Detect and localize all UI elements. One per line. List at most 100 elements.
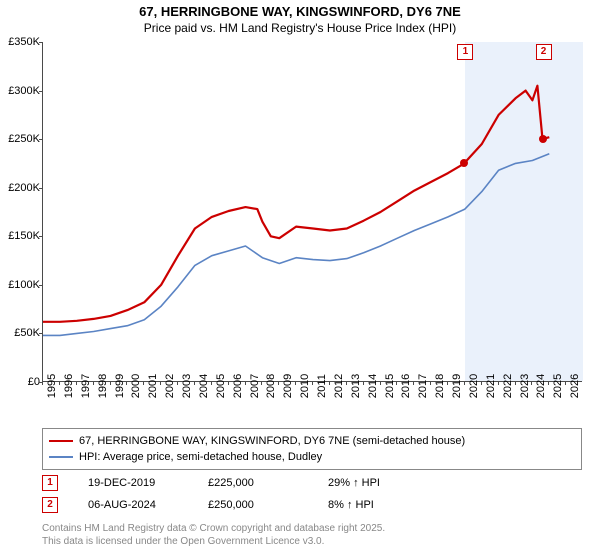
sale-vs-hpi: 8% ↑ HPI [328, 499, 448, 511]
x-tick-mark [194, 382, 195, 385]
x-tick-label: 2014 [367, 374, 379, 398]
sale-dot [539, 135, 547, 143]
attribution-line1: Contains HM Land Registry data © Crown c… [42, 522, 385, 535]
x-tick-mark [515, 382, 516, 385]
x-tick-label: 2008 [265, 374, 277, 398]
y-tick-mark [39, 285, 42, 286]
y-tick-label: £100K [8, 279, 40, 291]
x-tick-mark [177, 382, 178, 385]
x-tick-mark [245, 382, 246, 385]
y-tick-mark [39, 188, 42, 189]
chart-title-line2: Price paid vs. HM Land Registry's House … [0, 21, 600, 37]
sale-marker: 1 [457, 44, 473, 60]
plot-area: 12 [42, 42, 582, 382]
legend: 67, HERRINGBONE WAY, KINGSWINFORD, DY6 7… [42, 428, 582, 470]
x-tick-label: 2010 [299, 374, 311, 398]
x-tick-mark [93, 382, 94, 385]
x-tick-label: 2012 [333, 374, 345, 398]
x-tick-mark [430, 382, 431, 385]
x-tick-label: 2000 [130, 374, 142, 398]
y-tick-label: £250K [8, 133, 40, 145]
line-price [43, 86, 549, 322]
x-tick-mark [42, 382, 43, 385]
sale-price: £250,000 [208, 499, 328, 511]
x-tick-mark [346, 382, 347, 385]
chart-container: 67, HERRINGBONE WAY, KINGSWINFORD, DY6 7… [0, 0, 600, 560]
x-tick-label: 2005 [215, 374, 227, 398]
x-tick-label: 2026 [569, 374, 581, 398]
sale-row-marker: 1 [42, 475, 58, 491]
sale-vs-hpi: 29% ↑ HPI [328, 477, 448, 489]
x-tick-label: 2019 [451, 374, 463, 398]
x-tick-label: 2009 [282, 374, 294, 398]
sale-marker: 2 [536, 44, 552, 60]
x-tick-label: 2001 [147, 374, 159, 398]
x-tick-mark [76, 382, 77, 385]
x-tick-label: 2024 [535, 374, 547, 398]
x-tick-mark [531, 382, 532, 385]
x-tick-mark [228, 382, 229, 385]
sale-row: 119-DEC-2019£225,00029% ↑ HPI [42, 472, 582, 494]
x-tick-mark [261, 382, 262, 385]
x-tick-mark [498, 382, 499, 385]
legend-swatch-hpi [49, 456, 73, 458]
sale-price: £225,000 [208, 477, 328, 489]
x-tick-label: 2025 [552, 374, 564, 398]
x-tick-label: 2023 [519, 374, 531, 398]
y-tick-mark [39, 91, 42, 92]
y-tick-label: £350K [8, 36, 40, 48]
y-tick-label: £50K [14, 327, 40, 339]
sale-dot [460, 159, 468, 167]
x-tick-label: 2020 [468, 374, 480, 398]
x-tick-label: 2018 [434, 374, 446, 398]
x-tick-mark [278, 382, 279, 385]
x-tick-label: 2021 [485, 374, 497, 398]
legend-swatch-price [49, 440, 73, 442]
x-tick-label: 2022 [502, 374, 514, 398]
legend-row-hpi: HPI: Average price, semi-detached house,… [49, 449, 575, 465]
y-tick-mark [39, 42, 42, 43]
x-tick-mark [160, 382, 161, 385]
x-tick-mark [363, 382, 364, 385]
y-tick-label: £200K [8, 182, 40, 194]
x-tick-label: 1997 [80, 374, 92, 398]
x-tick-mark [565, 382, 566, 385]
x-tick-label: 2017 [417, 374, 429, 398]
legend-row-price: 67, HERRINGBONE WAY, KINGSWINFORD, DY6 7… [49, 433, 575, 449]
sale-row: 2 06-AUG-2024£250,0008% ↑ HPI [42, 494, 582, 516]
x-tick-label: 1996 [63, 374, 75, 398]
x-tick-label: 2015 [384, 374, 396, 398]
x-tick-mark [126, 382, 127, 385]
x-tick-label: 2011 [316, 374, 328, 398]
x-tick-mark [413, 382, 414, 385]
x-tick-label: 2013 [350, 374, 362, 398]
sales-table: 119-DEC-2019£225,00029% ↑ HPI 2 06-AUG-202… [42, 472, 582, 516]
x-tick-label: 1995 [46, 374, 58, 398]
x-tick-mark [380, 382, 381, 385]
attribution: Contains HM Land Registry data © Crown c… [42, 522, 385, 548]
x-tick-label: 2004 [198, 374, 210, 398]
x-tick-mark [548, 382, 549, 385]
y-tick-label: £150K [8, 230, 40, 242]
legend-label-hpi: HPI: Average price, semi-detached house,… [79, 449, 322, 465]
y-tick-mark [39, 139, 42, 140]
x-tick-mark [312, 382, 313, 385]
line-hpi [43, 154, 549, 336]
x-tick-label: 2006 [232, 374, 244, 398]
x-tick-label: 1998 [97, 374, 109, 398]
chart-title-line1: 67, HERRINGBONE WAY, KINGSWINFORD, DY6 7… [0, 0, 600, 21]
x-tick-mark [295, 382, 296, 385]
legend-label-price: 67, HERRINGBONE WAY, KINGSWINFORD, DY6 7… [79, 433, 465, 449]
x-tick-label: 2007 [249, 374, 261, 398]
sale-date: 06-AUG-2024 [88, 499, 208, 511]
x-tick-mark [211, 382, 212, 385]
x-tick-mark [110, 382, 111, 385]
x-tick-label: 2002 [164, 374, 176, 398]
x-tick-label: 1999 [114, 374, 126, 398]
x-tick-mark [143, 382, 144, 385]
x-tick-mark [447, 382, 448, 385]
x-tick-label: 2003 [181, 374, 193, 398]
sale-row-marker: 2 [42, 497, 58, 513]
x-tick-label: 2016 [400, 374, 412, 398]
chart-svg [43, 42, 582, 381]
